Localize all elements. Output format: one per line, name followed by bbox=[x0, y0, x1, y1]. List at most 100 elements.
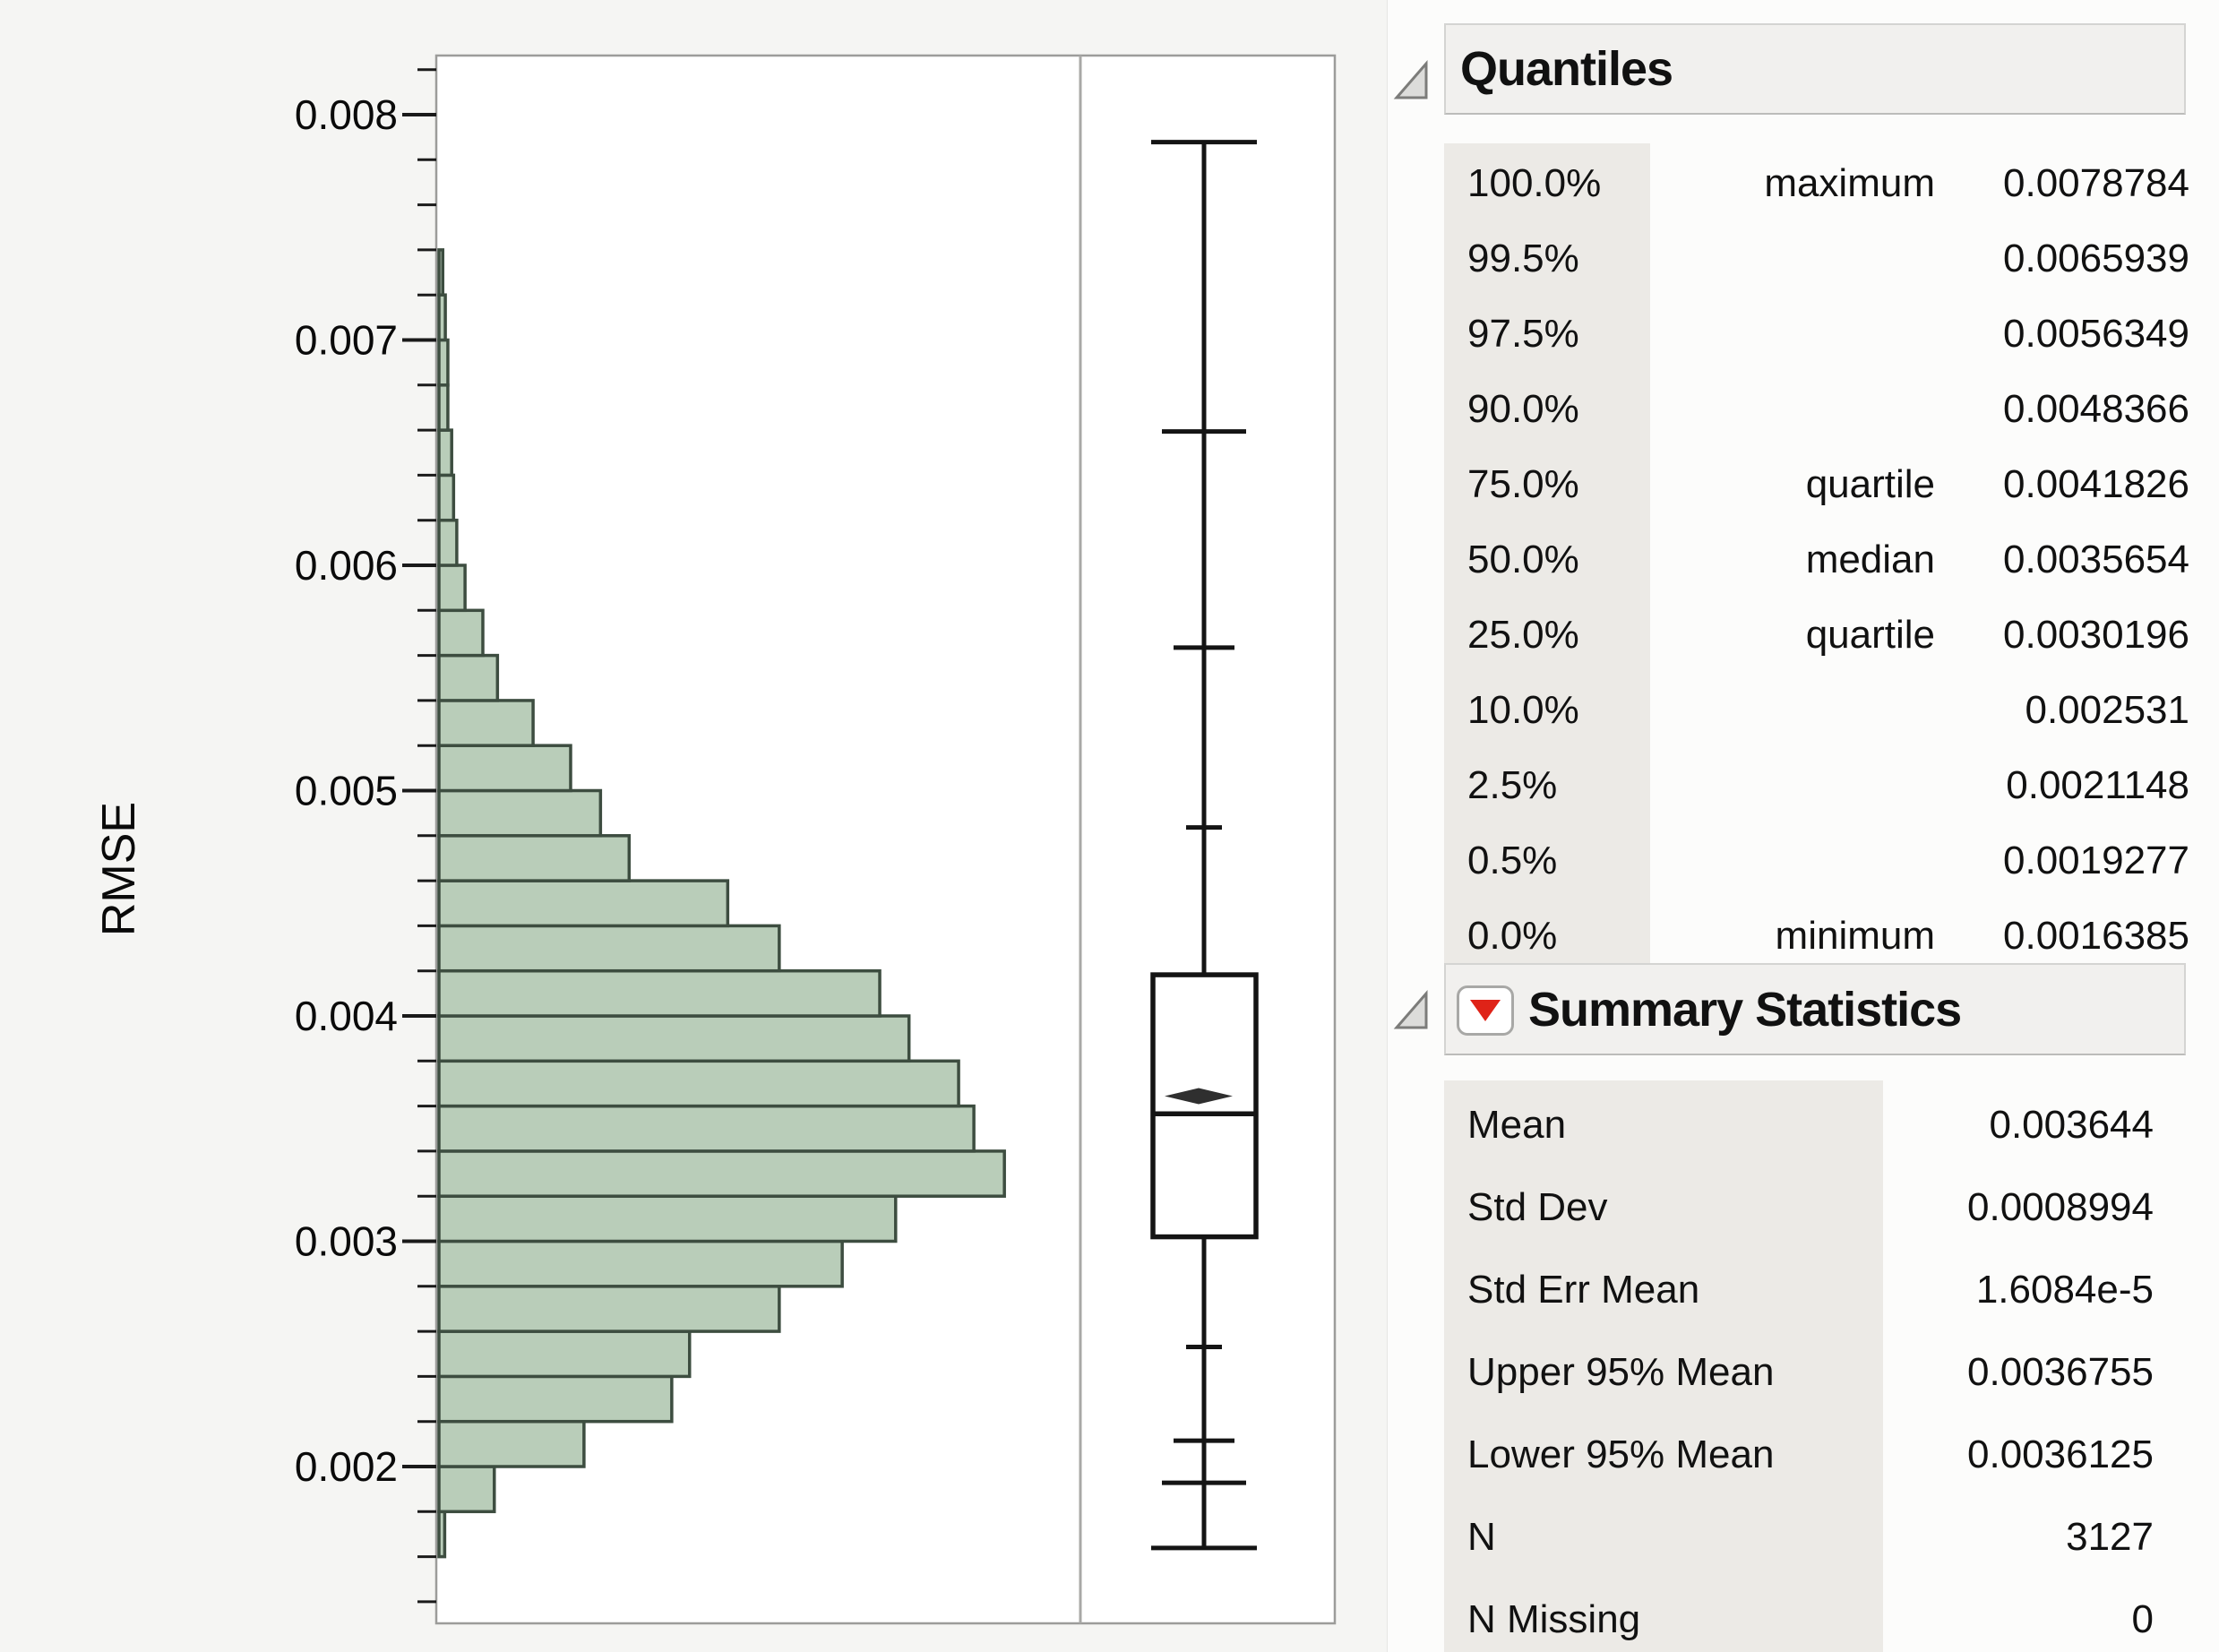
mean-diamond-marker bbox=[1165, 1088, 1233, 1105]
distribution-plot-region: 0.008 0.007 0.006 0.005 0.004 0.003 0.002 RMSE bbox=[93, 0, 1388, 1652]
quantile-row: 100.0% maximum 0.0078784 bbox=[1444, 146, 2193, 221]
histogram-bar[interactable] bbox=[437, 968, 882, 1018]
quantile-type-label: quartile bbox=[1805, 613, 1935, 657]
quantile-row: 2.5% 0.0021148 bbox=[1444, 748, 2193, 823]
summary-statistics-header[interactable]: Summary Statistics bbox=[1444, 963, 2186, 1055]
summary-stat-label: Mean bbox=[1467, 1103, 1567, 1147]
summary-stat-label: Std Err Mean bbox=[1467, 1268, 1700, 1312]
summary-stat-label: Std Dev bbox=[1467, 1185, 1608, 1229]
quantile-row: 50.0% median 0.0035654 bbox=[1444, 522, 2193, 598]
box-plot[interactable] bbox=[1150, 140, 1259, 1551]
quantile-value: 0.0019277 bbox=[2003, 839, 2189, 882]
histogram-bar[interactable] bbox=[437, 1239, 844, 1288]
histogram-bar[interactable] bbox=[437, 1285, 781, 1333]
y-axis-tick-label: 0.005 bbox=[295, 768, 398, 814]
histogram-bar[interactable] bbox=[437, 428, 453, 478]
histogram-bar[interactable] bbox=[437, 924, 781, 973]
histogram-bar[interactable] bbox=[437, 293, 447, 342]
summary-row: Std Dev 0.0008994 bbox=[1444, 1166, 2172, 1249]
histogram-bar[interactable] bbox=[437, 1194, 898, 1243]
quantile-percent: 99.5% bbox=[1467, 237, 1579, 280]
y-axis-title: RMSE bbox=[93, 802, 145, 936]
red-triangle-icon bbox=[1470, 1000, 1501, 1021]
histogram-bar[interactable] bbox=[437, 699, 535, 747]
summary-stat-label: N bbox=[1467, 1515, 1496, 1559]
quantile-row: 97.5% 0.0056349 bbox=[1444, 297, 2193, 372]
histogram-bar[interactable] bbox=[437, 1465, 496, 1514]
summary-row: Mean 0.003644 bbox=[1444, 1084, 2172, 1166]
y-axis-tick-label: 0.002 bbox=[295, 1443, 398, 1490]
quantile-value: 0.0056349 bbox=[2003, 312, 2189, 356]
summary-statistics-disclosure-triangle-icon[interactable] bbox=[1392, 989, 1435, 1032]
quantile-value: 0.0041826 bbox=[2003, 462, 2189, 506]
quantile-percent: 97.5% bbox=[1467, 312, 1579, 356]
quantile-percent: 90.0% bbox=[1467, 387, 1579, 431]
summary-stat-value: 1.6084e-5 bbox=[1975, 1268, 2154, 1312]
histogram-bar[interactable] bbox=[437, 834, 632, 882]
histogram-bar[interactable] bbox=[437, 564, 467, 613]
histogram-bar[interactable] bbox=[437, 1149, 1006, 1198]
quantile-percent: 0.5% bbox=[1467, 839, 1558, 882]
quantile-value: 0.0016385 bbox=[2003, 914, 2189, 958]
histogram-bar[interactable] bbox=[437, 608, 485, 658]
summary-stat-label: Upper 95% Mean bbox=[1467, 1350, 1775, 1394]
quantile-value: 0.0048366 bbox=[2003, 387, 2189, 431]
quantiles-label-column-background bbox=[1444, 143, 1650, 975]
summary-stat-value: 0.003644 bbox=[1989, 1103, 2154, 1147]
red-triangle-menu-button[interactable] bbox=[1457, 985, 1514, 1036]
quantile-percent: 50.0% bbox=[1467, 538, 1579, 581]
quantile-value: 0.002531 bbox=[2025, 688, 2189, 732]
disclosure-triangle-shape bbox=[1393, 989, 1428, 1029]
histogram-bar[interactable] bbox=[437, 788, 603, 838]
histogram-bar[interactable] bbox=[437, 1104, 976, 1153]
quantiles-header[interactable]: Quantiles bbox=[1444, 23, 2186, 115]
y-axis-tick-label: 0.007 bbox=[295, 317, 398, 364]
distribution-plot-svg: 0.008 0.007 0.006 0.005 0.004 0.003 0.002 RMSE bbox=[93, 54, 1337, 1625]
histogram-bar[interactable] bbox=[437, 879, 730, 928]
summary-stat-label: N Missing bbox=[1467, 1597, 1641, 1641]
histogram-bar[interactable] bbox=[437, 473, 456, 522]
summary-row: N 3127 bbox=[1444, 1496, 2172, 1579]
histogram-bar[interactable] bbox=[437, 1510, 447, 1559]
quantile-percent: 25.0% bbox=[1467, 613, 1579, 657]
quantile-type-label: quartile bbox=[1805, 462, 1935, 506]
quantile-percent: 75.0% bbox=[1467, 462, 1579, 506]
quantiles-disclosure-triangle-icon[interactable] bbox=[1392, 59, 1435, 102]
histogram-bar[interactable] bbox=[437, 383, 450, 432]
y-axis-tick-label: 0.006 bbox=[295, 542, 398, 589]
summary-row: Std Err Mean 1.6084e-5 bbox=[1444, 1249, 2172, 1331]
y-axis-tick-label: 0.008 bbox=[295, 91, 398, 138]
histogram-bar[interactable] bbox=[437, 653, 500, 702]
histogram-bar[interactable] bbox=[437, 518, 459, 567]
disclosure-triangle-shape bbox=[1393, 59, 1428, 99]
quantile-type-label: median bbox=[1805, 538, 1935, 581]
quantile-row: 0.5% 0.0019277 bbox=[1444, 823, 2193, 899]
histogram-bar[interactable] bbox=[437, 1374, 674, 1424]
summary-stat-value: 0 bbox=[2131, 1597, 2154, 1641]
summary-stat-label: Lower 95% Mean bbox=[1467, 1433, 1775, 1476]
quantile-value: 0.0030196 bbox=[2003, 613, 2189, 657]
quantile-value: 0.0035654 bbox=[2003, 538, 2189, 581]
quantile-value: 0.0021148 bbox=[2006, 763, 2189, 807]
histogram-bar[interactable] bbox=[437, 1014, 911, 1063]
quantile-percent: 0.0% bbox=[1467, 914, 1558, 958]
iqr-box[interactable] bbox=[1150, 972, 1259, 1240]
histogram-bar[interactable] bbox=[437, 744, 572, 793]
summary-label-column-background bbox=[1444, 1080, 1883, 1652]
histogram-bar[interactable] bbox=[437, 1419, 586, 1468]
quantile-value: 0.0078784 bbox=[2003, 161, 2189, 205]
histogram-bar[interactable] bbox=[437, 1059, 960, 1108]
quantile-value: 0.0065939 bbox=[2003, 237, 2189, 280]
quantile-row: 75.0% quartile 0.0041826 bbox=[1444, 447, 2193, 522]
summary-stat-value: 0.0008994 bbox=[1967, 1185, 2154, 1229]
histogram-bar[interactable] bbox=[437, 338, 450, 387]
histogram-bar[interactable] bbox=[437, 1329, 692, 1379]
histogram-bar[interactable] bbox=[437, 248, 445, 297]
summary-stat-value: 0.0036755 bbox=[1967, 1350, 2154, 1394]
quantile-row: 99.5% 0.0065939 bbox=[1444, 221, 2193, 297]
y-axis-tick-label: 0.003 bbox=[295, 1218, 398, 1265]
summary-stat-value: 0.0036125 bbox=[1967, 1433, 2154, 1476]
quantile-percent: 10.0% bbox=[1467, 688, 1579, 732]
y-axis-tick-label: 0.004 bbox=[295, 993, 398, 1039]
